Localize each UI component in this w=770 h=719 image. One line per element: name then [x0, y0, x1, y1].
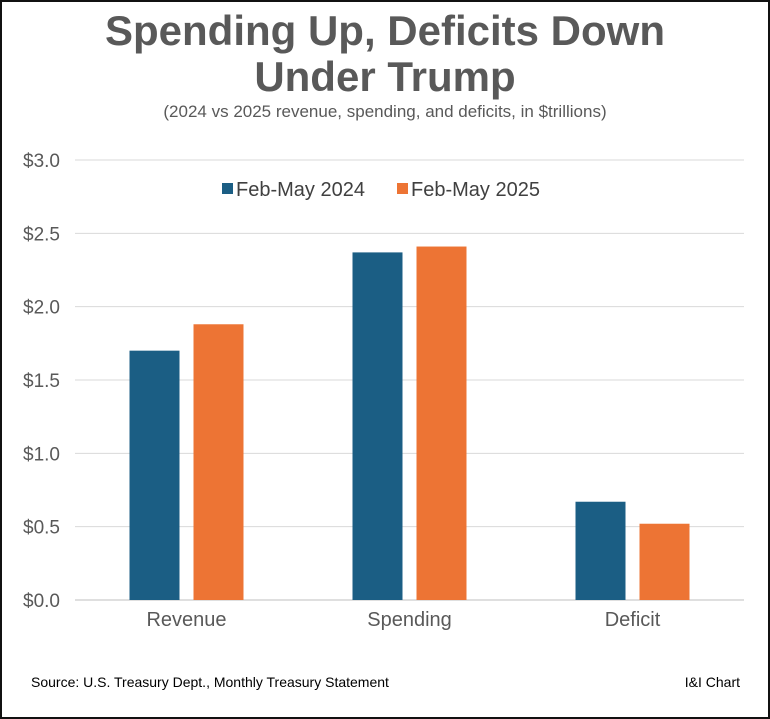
x-category-label: Revenue	[146, 609, 226, 631]
legend-label: Feb-May 2024	[236, 179, 365, 201]
y-tick-label: $0.0	[23, 591, 60, 612]
bar-deficit-2	[639, 523, 690, 600]
y-tick-label: $3.0	[23, 151, 60, 172]
bar-deficit-1	[575, 501, 626, 600]
bar-revenue-2	[193, 324, 244, 600]
y-tick-label: $1.0	[23, 444, 60, 465]
y-tick-label: $0.5	[23, 518, 60, 539]
chart-subtitle: (2024 vs 2025 revenue, spending, and def…	[163, 102, 607, 121]
bar-spending-2	[416, 246, 467, 601]
y-tick-label: $2.0	[23, 298, 60, 319]
y-tick-label: $1.5	[23, 371, 60, 392]
legend-swatch	[222, 183, 233, 194]
source-note: Source: U.S. Treasury Dept., Monthly Tre…	[31, 674, 389, 690]
x-category-label: Spending	[367, 609, 452, 631]
chart-credit: I&I Chart	[684, 674, 740, 690]
x-category-label: Deficit	[605, 609, 661, 631]
bar-spending-1	[352, 252, 403, 600]
legend-swatch	[397, 183, 408, 194]
chart-title: Spending Up, Deficits Down Under Trump	[2, 8, 768, 100]
y-tick-label: $2.5	[23, 224, 60, 245]
chart-title-text: Spending Up, Deficits Down Under Trump	[104, 7, 665, 100]
legend-label: Feb-May 2025	[411, 179, 540, 201]
bar-revenue-1	[129, 350, 180, 600]
